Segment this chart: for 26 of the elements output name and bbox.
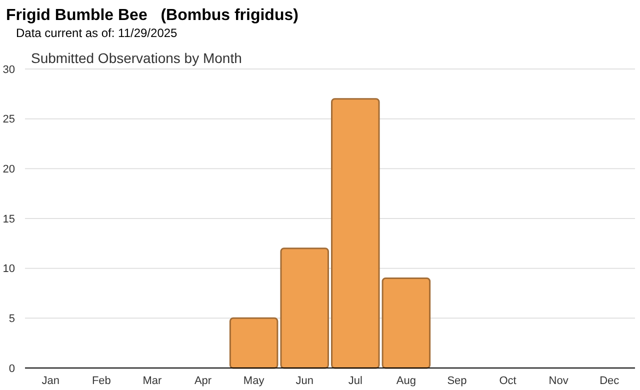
y-tick-label: 20 [2, 164, 15, 176]
x-tick-label: May [243, 375, 265, 387]
x-tick-label: Feb [92, 375, 111, 387]
x-tick-label: Apr [194, 375, 212, 387]
y-tick-label: 0 [8, 362, 15, 375]
x-tick-label: Jan [42, 375, 60, 387]
y-tick-label: 30 [2, 64, 15, 76]
y-tick-label: 5 [8, 313, 15, 326]
x-tick-label: Sep [447, 375, 467, 387]
x-tick-label: Mar [142, 375, 162, 387]
chart-subtitle: Data current as of: 11/29/2025 [16, 26, 178, 40]
bar [229, 317, 278, 369]
x-tick-label: Jul [348, 375, 362, 387]
x-tick-label: Aug [396, 375, 416, 387]
y-tick-label: 10 [2, 263, 15, 276]
x-tick-label: Nov [548, 375, 569, 387]
text: Submitted Observations by Month [31, 50, 242, 66]
bar [382, 278, 431, 369]
x-tick-label: Dec [600, 375, 620, 387]
x-tick-label: Jun [296, 375, 314, 387]
y-tick-label: 25 [2, 114, 15, 126]
chart-title: Frigid Bumble Bee (Bombus frigidus) [6, 7, 298, 24]
y-tick-label: 15 [2, 213, 15, 226]
bar [280, 248, 329, 369]
x-tick-label: Oct [499, 375, 516, 387]
bar [331, 98, 380, 369]
